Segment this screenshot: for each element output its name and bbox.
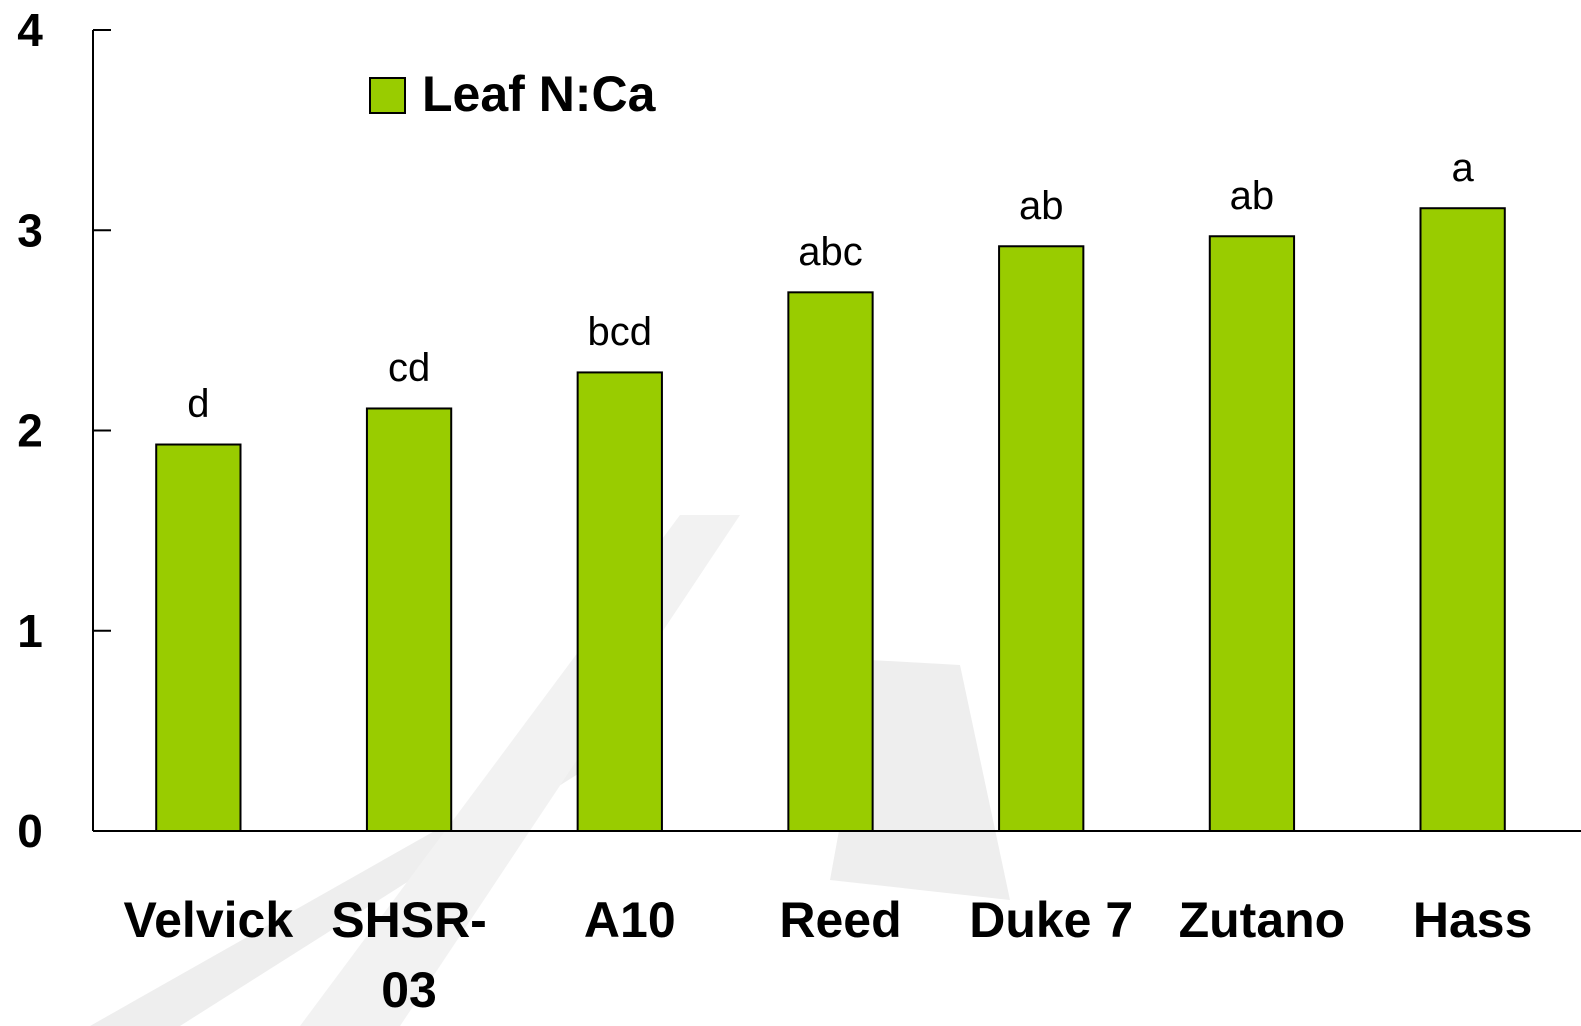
x-tick-label: SHSR-03 (331, 892, 487, 1018)
y-tick-label: 1 (17, 605, 43, 657)
y-tick-label: 2 (17, 405, 43, 457)
x-tick-label: A10 (583, 892, 676, 948)
y-tick-label: 0 (17, 805, 43, 857)
significance-letter: bcd (588, 310, 653, 354)
significance-letter: cd (388, 346, 430, 390)
x-tick-label: Duke 7 (969, 892, 1134, 948)
significance-letter: abc (798, 230, 863, 274)
legend-swatch (369, 77, 406, 114)
bar (1419, 207, 1506, 833)
legend-label: Leaf N:Ca (422, 66, 657, 122)
significance-letter: d (187, 382, 209, 426)
bar (787, 291, 874, 832)
x-tick-label: Hass (1412, 892, 1533, 948)
bar (365, 407, 453, 832)
y-tick-label: 3 (17, 204, 43, 256)
significance-letter: ab (1230, 174, 1275, 218)
bar (1208, 235, 1296, 832)
x-tick-label: Zutano (1178, 892, 1346, 948)
bar (576, 371, 663, 832)
bar (155, 443, 242, 832)
y-tick-label: 4 (17, 4, 43, 56)
x-tick-label: Reed (779, 892, 902, 948)
x-tick-label: Velvick (123, 892, 294, 948)
significance-letter: a (1452, 146, 1475, 190)
significance-letter: ab (1019, 184, 1064, 228)
bar (998, 245, 1085, 832)
